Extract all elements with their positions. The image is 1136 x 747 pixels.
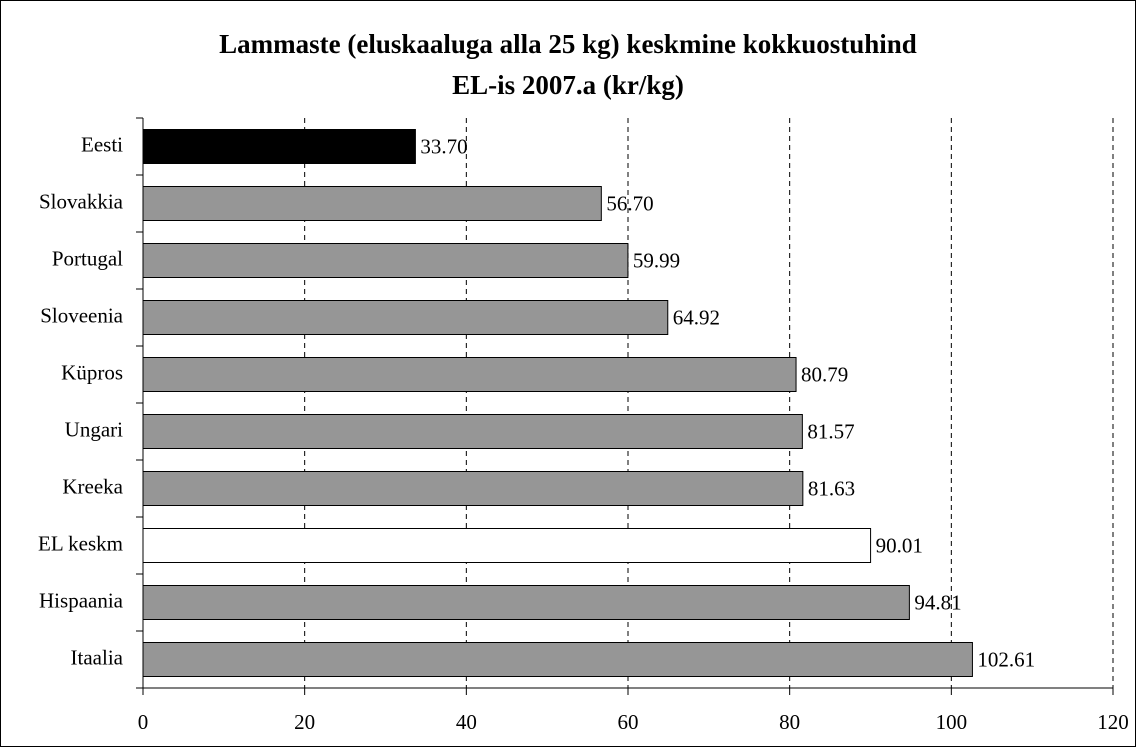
bar xyxy=(142,414,803,449)
data-label: 102.61 xyxy=(977,647,1035,671)
data-label: 59.99 xyxy=(633,248,680,272)
bar xyxy=(142,129,416,164)
y-tick-label: Sloveenia xyxy=(40,303,123,327)
y-tick-label: Eesti xyxy=(81,132,123,156)
data-label: 90.01 xyxy=(876,533,923,557)
data-label: 33.70 xyxy=(420,134,467,158)
data-label: 94.81 xyxy=(914,590,961,614)
x-tick-label: 40 xyxy=(456,710,477,734)
data-label: 80.79 xyxy=(801,362,848,386)
bar xyxy=(142,585,910,620)
y-tick-label: Ungari xyxy=(65,417,123,441)
data-label: 56.70 xyxy=(606,191,653,215)
bar xyxy=(142,642,973,677)
x-tick-label: 100 xyxy=(936,710,968,734)
y-tick-label: Küpros xyxy=(61,360,123,384)
x-tick-label: 0 xyxy=(138,710,149,734)
bar xyxy=(142,528,872,563)
y-tick-label: Portugal xyxy=(52,246,123,270)
bar xyxy=(142,243,629,278)
bar xyxy=(142,471,804,506)
x-tick-label: 20 xyxy=(294,710,315,734)
y-tick-label: Slovakkia xyxy=(39,189,124,213)
data-label: 64.92 xyxy=(673,305,720,329)
data-label: 81.63 xyxy=(808,476,855,500)
bar xyxy=(142,357,797,392)
y-tick-label: Hispaania xyxy=(39,588,124,612)
chart-title: EL-is 2007.a (kr/kg) xyxy=(452,70,684,100)
x-tick-label: 60 xyxy=(618,710,639,734)
data-label: 81.57 xyxy=(807,419,854,443)
y-tick-label: Itaalia xyxy=(71,645,124,669)
bar xyxy=(142,300,669,335)
x-tick-label: 120 xyxy=(1097,710,1129,734)
x-tick-label: 80 xyxy=(779,710,800,734)
y-tick-label: EL keskm xyxy=(38,531,123,555)
bar xyxy=(142,186,602,221)
chart-title: Lammaste (eluskaaluga alla 25 kg) keskmi… xyxy=(219,29,917,59)
y-tick-label: Kreeka xyxy=(62,474,123,498)
